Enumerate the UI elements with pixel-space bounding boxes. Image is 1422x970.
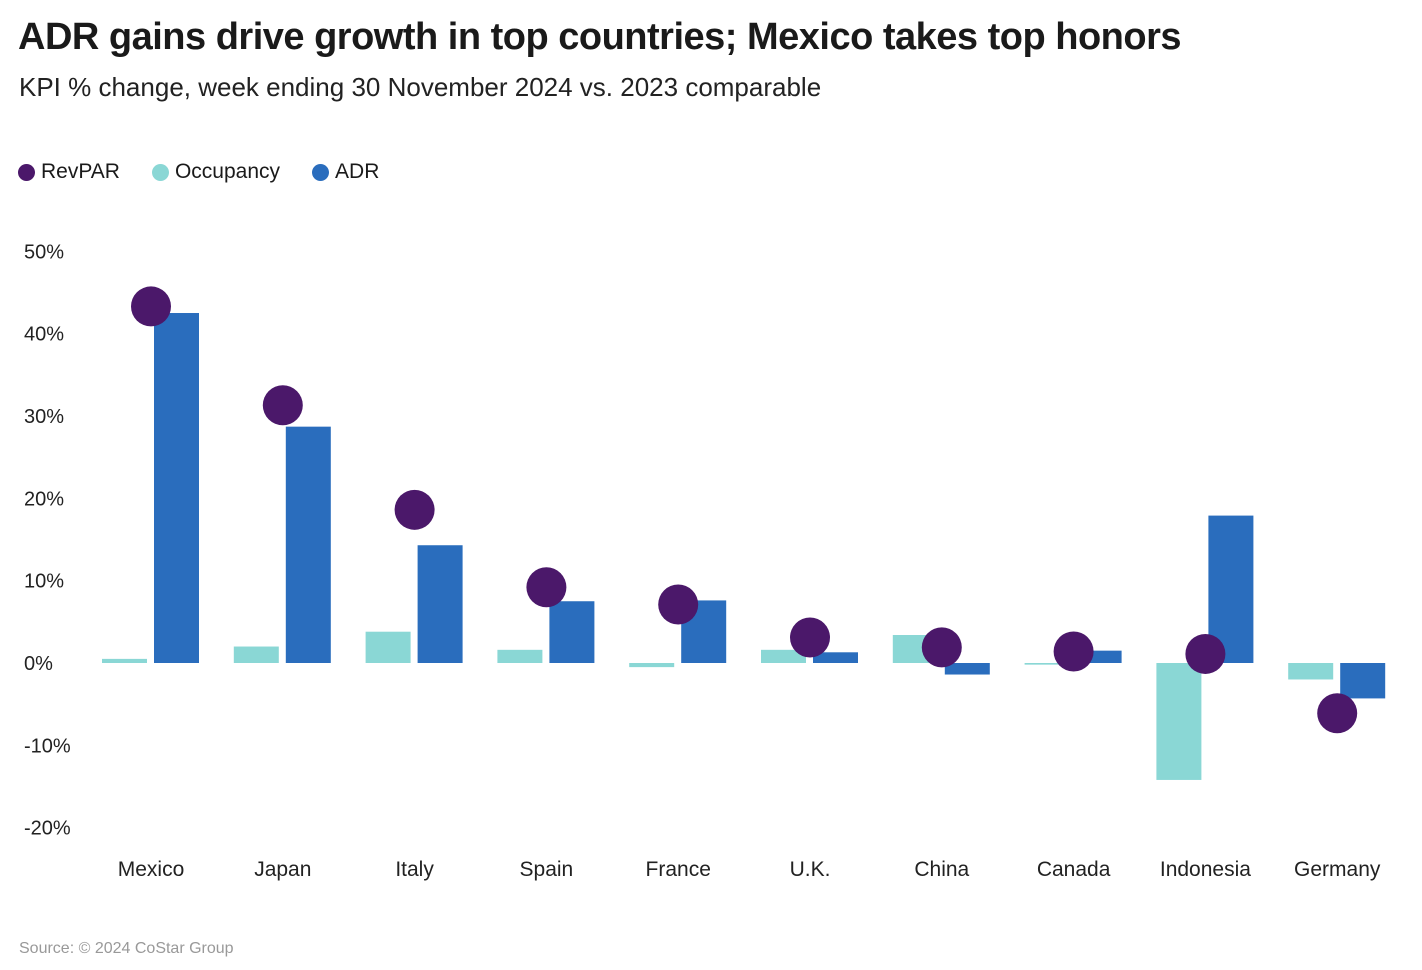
x-category-label: Germany: [1294, 858, 1381, 881]
legend-item-revpar: RevPAR: [18, 160, 120, 184]
y-tick-label: 40%: [24, 324, 64, 346]
dot-revpar: [1185, 633, 1226, 674]
bar-adr: [154, 313, 199, 663]
dot-revpar: [262, 385, 303, 426]
legend-swatch-adr: [312, 163, 330, 181]
y-tick-label: 20%: [24, 488, 64, 510]
legend-label-occupancy: Occupancy: [174, 160, 281, 183]
bar-occupancy: [761, 649, 806, 663]
chart-subtitle: KPI % change, week ending 30 November 20…: [19, 72, 822, 102]
bar-adr: [1340, 663, 1386, 699]
bar-occupancy: [497, 649, 543, 663]
legend: RevPAR Occupancy ADR: [18, 160, 411, 184]
bar-occupancy: [233, 646, 279, 663]
bar-adr: [944, 663, 990, 675]
y-tick-label: -20%: [24, 818, 71, 840]
x-category-label: Indonesia: [1160, 858, 1251, 881]
dot-revpar: [921, 627, 962, 668]
x-category-label: China: [914, 858, 969, 881]
source-note: Source: © 2024 CoStar Group: [19, 940, 234, 957]
bar-occupancy: [102, 658, 147, 663]
bar-occupancy: [365, 631, 411, 663]
legend-label-adr: ADR: [335, 160, 380, 183]
chart-title: ADR gains drive growth in top countries;…: [18, 16, 1182, 58]
bar-occupancy: [1156, 663, 1202, 780]
x-category-label: Spain: [520, 858, 574, 881]
y-tick-label: 50%: [24, 241, 64, 263]
legend-swatch-revpar: [18, 163, 35, 181]
dot-revpar: [790, 617, 830, 658]
dot-revpar: [526, 567, 567, 608]
dot-revpar: [658, 584, 699, 625]
dot-revpar: [1317, 693, 1358, 734]
x-category-label: Canada: [1037, 858, 1111, 881]
bar-adr: [417, 545, 463, 663]
bar-adr: [549, 601, 595, 663]
x-category-label: U.K.: [790, 858, 831, 881]
x-category-label: Mexico: [118, 858, 185, 881]
legend-label-revpar: RevPAR: [41, 160, 120, 183]
y-tick-label: 10%: [24, 571, 64, 593]
bar-occupancy: [1288, 663, 1334, 680]
legend-swatch-occupancy: [151, 163, 169, 181]
bar-adr: [813, 652, 858, 663]
bar-occupancy: [1024, 663, 1070, 665]
x-category-label: France: [646, 858, 711, 881]
legend-item-adr: ADR: [312, 160, 379, 184]
chart-plot: 50% 40% 30% 20% 10% 0% -10% -20% Mexico Japan Ital…: [24, 241, 1386, 881]
y-tick-label: 30%: [24, 406, 64, 428]
legend-item-occupancy: Occupancy: [151, 160, 281, 184]
bar-adr: [285, 426, 331, 663]
x-category-label: Italy: [395, 858, 434, 881]
dot-revpar: [131, 286, 171, 327]
y-tick-label: 0%: [24, 653, 53, 675]
bar-occupancy: [629, 663, 675, 668]
dot-revpar: [394, 489, 435, 530]
y-tick-label: -10%: [24, 735, 71, 757]
dot-revpar: [1053, 631, 1094, 672]
x-category-label: Japan: [254, 858, 311, 881]
